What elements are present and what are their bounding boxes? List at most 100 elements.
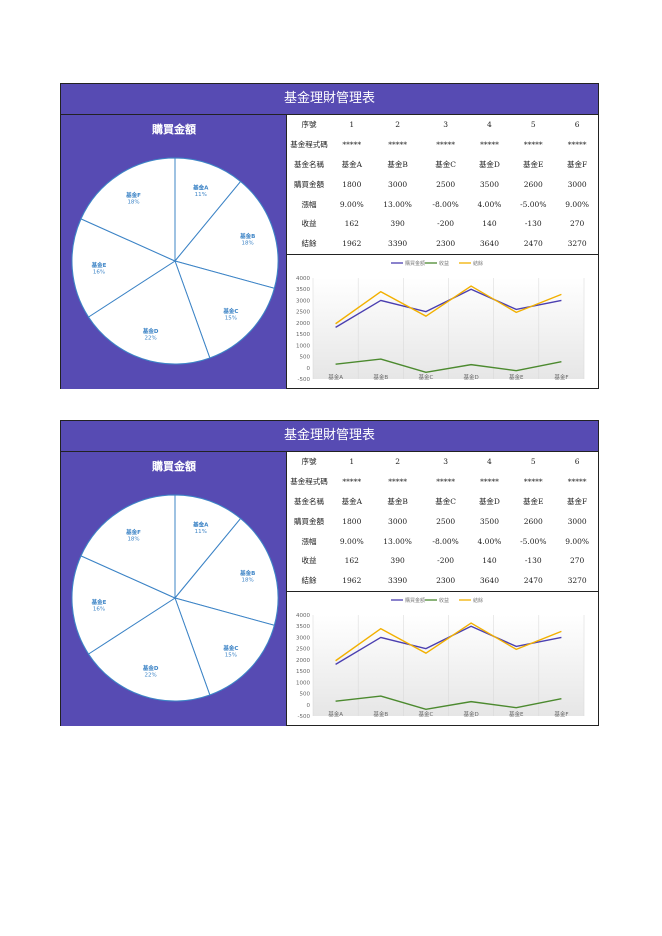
- table-cell: 基金A: [341, 159, 363, 169]
- table-cell: 基金F: [567, 496, 588, 506]
- table-cell: *****: [523, 477, 543, 487]
- table-cell: 2600: [523, 179, 543, 189]
- pie-slice: [174, 517, 279, 626]
- pie-slice-percent: 16%: [93, 269, 105, 275]
- series-line: [335, 695, 562, 710]
- row-label: 收益: [301, 219, 317, 229]
- table-cell: 6: [574, 457, 580, 467]
- pie-slice-label: 基金E: [91, 261, 107, 269]
- table-cell: 5: [530, 120, 536, 130]
- table-cell: *****: [480, 477, 499, 487]
- pie-slice: [80, 157, 176, 262]
- table-cell: -5.00%: [520, 199, 547, 209]
- table-row: 收益 162 390 -200 140 -130 270: [287, 551, 598, 571]
- pie-slice: [71, 218, 177, 318]
- table-cell: 3390: [388, 576, 408, 586]
- table-cell: 基金B: [387, 159, 408, 169]
- table-cell: -200: [437, 556, 455, 566]
- table-cell: 1962: [342, 239, 362, 249]
- table-cell: -200: [437, 219, 455, 229]
- table-cell: 2: [395, 120, 400, 130]
- table-cell: 162: [344, 219, 359, 229]
- y-tick-label: 4000: [296, 276, 310, 282]
- y-tick-label: 3000: [296, 635, 310, 641]
- x-tick-label: 基金E: [509, 373, 524, 381]
- pie-chart-title: 購買金額: [152, 123, 196, 136]
- table-cell: 6: [574, 120, 580, 130]
- table-cell: 2470: [523, 576, 543, 586]
- table-cell: *****: [342, 477, 362, 487]
- table-cell: *****: [480, 140, 499, 150]
- table-cell: 3640: [479, 576, 499, 586]
- y-tick-label: -500: [298, 377, 311, 383]
- pie-slice: [174, 597, 275, 696]
- table-row: 結餘 1962 3390 2300 3640 2470 3270: [287, 571, 598, 591]
- table-cell: 1800: [342, 179, 362, 189]
- table-cell: 3000: [388, 516, 408, 526]
- table-cell: 4.00%: [477, 536, 502, 546]
- pie-chart-panel: 購買金額 基金A 11% 基金B 18% 基金C 15% 基金D 22% 基金E 16% 基金F 18…: [61, 452, 287, 726]
- pie-slice-label: 基金C: [222, 644, 238, 652]
- pie-slice-percent: 15%: [225, 652, 237, 658]
- pie-slice-label: 基金A: [192, 520, 209, 528]
- y-tick-label: 0: [307, 703, 311, 709]
- table-cell: 3000: [567, 179, 587, 189]
- table-cell: 基金C: [435, 159, 456, 169]
- table-cell: 3000: [567, 516, 587, 526]
- legend-label: 結餘: [473, 597, 483, 604]
- pie-slice-percent: 15%: [225, 315, 237, 321]
- x-tick-label: 基金B: [373, 710, 388, 718]
- table-cell: 9.00%: [565, 199, 590, 209]
- x-tick-label: 基金A: [328, 710, 343, 718]
- row-label: 購買金額: [294, 179, 324, 189]
- table-cell: *****: [523, 140, 543, 150]
- y-tick-label: 3500: [296, 287, 310, 293]
- x-tick-label: 基金B: [373, 373, 388, 381]
- y-tick-label: 1000: [296, 680, 310, 686]
- table-cell: 基金D: [478, 159, 500, 169]
- pie-slice-percent: 22%: [144, 336, 156, 342]
- table-cell: 3640: [479, 239, 499, 249]
- table-cell: 9.00%: [339, 199, 364, 209]
- table-cell: *****: [388, 477, 407, 487]
- pie-slice-label: 基金D: [142, 664, 159, 672]
- pie-slice: [87, 597, 211, 702]
- table-cell: 4: [487, 120, 492, 130]
- y-tick-label: 2000: [296, 321, 310, 327]
- y-tick-label: 2500: [296, 647, 310, 653]
- table-cell: 390: [390, 219, 405, 229]
- y-tick-label: 0: [307, 366, 311, 372]
- table-cell: *****: [567, 140, 587, 150]
- table-cell: 基金D: [478, 496, 500, 506]
- table-cell: -8.00%: [432, 536, 459, 546]
- legend-label: 購買金額: [405, 597, 425, 604]
- x-tick-label: 基金F: [554, 373, 568, 381]
- table-cell: 2300: [436, 239, 456, 249]
- y-tick-label: 1000: [296, 343, 310, 349]
- table-row: 基金程式碼 ***** ***** ***** ***** ***** *****: [287, 472, 598, 492]
- row-label: 購買金額: [294, 516, 324, 526]
- pie-slice-label: 基金D: [142, 327, 159, 335]
- pie-slice-percent: 18%: [242, 241, 254, 247]
- pie-slice-label: 基金B: [239, 569, 255, 577]
- table-cell: -8.00%: [432, 199, 459, 209]
- line-chart: 購買金額 收益 結餘 -500 0 500 1000 1500 2000 2500 3000 3500…: [296, 597, 585, 720]
- x-tick-label: 基金F: [554, 710, 568, 718]
- table-cell: *****: [342, 140, 362, 150]
- y-tick-label: 4000: [296, 613, 310, 619]
- x-tick-label: 基金D: [463, 373, 478, 381]
- table-row: 收益 162 390 -200 140 -130 270: [287, 214, 598, 234]
- table-cell: 1800: [342, 516, 362, 526]
- table-cell: 基金B: [387, 496, 408, 506]
- pie-slice-percent: 18%: [127, 200, 139, 206]
- pie-slice: [80, 494, 176, 599]
- pie-slice-percent: 16%: [93, 606, 105, 612]
- y-tick-label: 500: [300, 692, 311, 698]
- pie-slice: [174, 180, 279, 289]
- table-cell: 2500: [436, 179, 456, 189]
- y-tick-label: 2500: [296, 310, 310, 316]
- row-label: 結餘: [301, 576, 317, 586]
- table-cell: 基金E: [523, 496, 544, 506]
